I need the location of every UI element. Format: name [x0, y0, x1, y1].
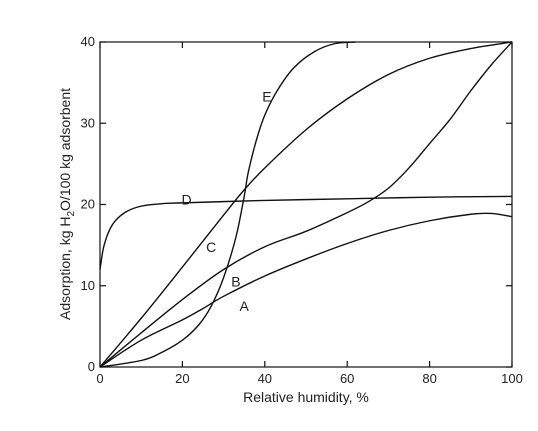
- y-tick-label: 20: [81, 197, 95, 212]
- x-tick-label: 80: [422, 371, 436, 386]
- curve-c: [99, 41, 513, 368]
- y-axis-title-part1: Adsorption, kg H: [57, 217, 73, 321]
- x-axis-title: Relative humidity, %: [243, 389, 369, 405]
- axis-ticks: 0 20 40 60 80 100 0 10 20 30 40: [81, 34, 523, 386]
- plot-frame: [99, 41, 513, 368]
- y-axis-title: Adsorption, kg H2O/100 kg adsorbent: [57, 88, 77, 320]
- curve-label-c: C: [206, 239, 216, 255]
- x-tick-label: 20: [175, 371, 189, 386]
- curve-label-a: A: [240, 298, 250, 314]
- y-tick-label: 0: [88, 359, 95, 374]
- curve-label-d: D: [181, 192, 191, 208]
- curve-b: [99, 41, 513, 368]
- curve-label-e: E: [262, 88, 271, 104]
- x-tick-label: 60: [340, 371, 354, 386]
- y-tick-label: 10: [81, 278, 95, 293]
- y-axis-title-subscript: 2: [66, 211, 77, 217]
- x-tick-label: 40: [258, 371, 272, 386]
- x-tick-label: 0: [96, 371, 103, 386]
- x-tick-label: 100: [501, 371, 523, 386]
- curve-e: [99, 41, 356, 368]
- y-tick-label: 30: [81, 115, 95, 130]
- curves: [99, 41, 513, 368]
- curve-label-b: B: [231, 274, 240, 290]
- y-axis-title-part2: O/100 kg adsorbent: [57, 88, 73, 211]
- curve-d: [99, 195, 513, 270]
- curve-labels: AB C D E: [181, 88, 271, 314]
- curve-a: [99, 212, 513, 368]
- y-tick-label: 40: [81, 34, 95, 49]
